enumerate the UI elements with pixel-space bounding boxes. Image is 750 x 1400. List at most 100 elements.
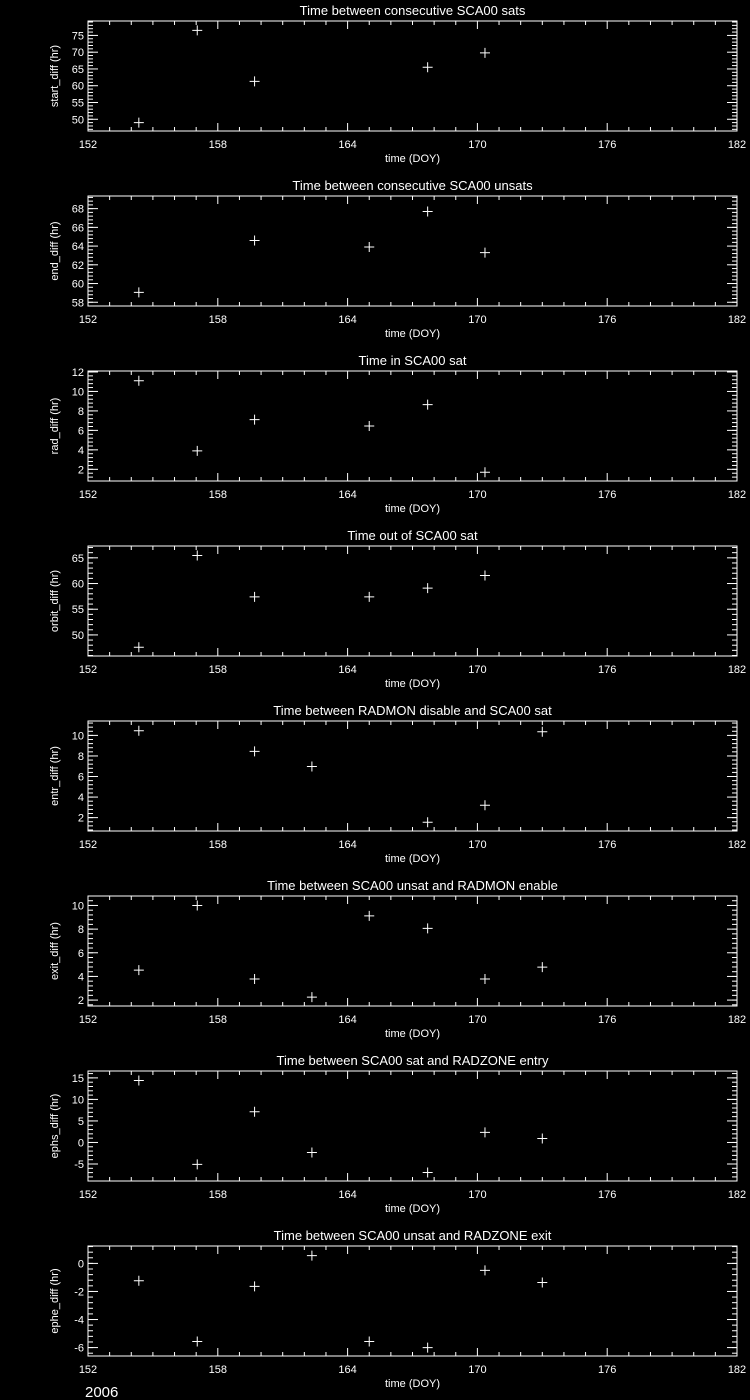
chart-panel: Time between SCA00 sat and RADZONE entry…	[49, 1053, 746, 1215]
x-axis-label: time (DOY)	[385, 503, 440, 515]
data-point	[133, 117, 144, 128]
x-tick-label: 182	[728, 1189, 746, 1201]
data-point	[364, 242, 375, 253]
y-tick-label: 15	[72, 1073, 84, 1085]
data-point	[133, 725, 144, 736]
y-tick-label: 58	[72, 297, 84, 309]
data-point	[133, 287, 144, 298]
chart-panel: Time out of SCA00 sat time (DOY) orbit_dif…	[49, 528, 746, 690]
x-tick-label: 152	[79, 1189, 97, 1201]
data-point	[192, 445, 203, 456]
data-point	[249, 591, 260, 602]
x-tick-label: 158	[209, 839, 227, 851]
y-tick-label: 60	[72, 279, 84, 291]
y-tick-label: 55	[72, 97, 84, 109]
y-tick-label: 6	[78, 772, 84, 784]
x-tick-label: 152	[79, 664, 97, 676]
y-tick-label: 4	[78, 445, 84, 457]
y-tick-label: -2	[74, 1286, 84, 1298]
data-point	[479, 47, 490, 58]
data-point	[133, 1075, 144, 1086]
y-tick-label: 12	[72, 367, 84, 379]
plot-frame	[87, 20, 738, 132]
x-tick-label: 182	[728, 314, 746, 326]
x-tick-label: 176	[598, 139, 616, 151]
data-point	[537, 962, 548, 973]
y-tick-label: 65	[72, 64, 84, 76]
data-point	[306, 992, 317, 1003]
y-tick-label: 6	[78, 425, 84, 437]
x-tick-label: 152	[79, 139, 97, 151]
y-axis-label: entr_diff (hr)	[49, 746, 61, 806]
y-tick-label: 2	[78, 813, 84, 825]
y-tick-label: 10	[72, 386, 84, 398]
x-tick-label: 152	[79, 839, 97, 851]
x-tick-label: 182	[728, 489, 746, 501]
x-axis-label: time (DOY)	[385, 1203, 440, 1215]
y-axis-label: exit_diff (hr)	[49, 922, 61, 980]
y-axis-label: rad_diff (hr)	[49, 398, 61, 455]
y-axis-label: end_diff (hr)	[49, 221, 61, 280]
data-point	[192, 900, 203, 911]
data-point	[249, 974, 260, 985]
y-tick-label: 5	[78, 1116, 84, 1128]
y-axis-label: start_diff (hr)	[49, 45, 61, 107]
y-tick-label: 55	[72, 604, 84, 616]
plot-frame	[87, 545, 738, 657]
x-tick-label: 152	[79, 1014, 97, 1026]
y-axis-label: ephe_diff (hr)	[49, 1268, 61, 1333]
data-point	[479, 1265, 490, 1276]
x-tick-label: 170	[468, 314, 486, 326]
data-point	[479, 800, 490, 811]
data-point	[249, 746, 260, 757]
x-axis-label: time (DOY)	[385, 153, 440, 165]
y-tick-label: 50	[72, 114, 84, 126]
data-point	[422, 923, 433, 934]
y-tick-label: 8	[78, 406, 84, 418]
data-point	[133, 375, 144, 386]
data-point	[192, 25, 203, 36]
y-axis-label: orbit_diff (hr)	[49, 570, 61, 632]
data-point	[479, 467, 490, 478]
y-tick-label: 66	[72, 222, 84, 234]
y-tick-label: 10	[72, 1094, 84, 1106]
x-axis-label: time (DOY)	[385, 853, 440, 865]
plot-frame	[87, 1070, 738, 1182]
x-tick-label: 158	[209, 314, 227, 326]
plot-frame	[87, 895, 738, 1007]
data-point	[479, 1127, 490, 1138]
y-tick-label: -4	[74, 1315, 84, 1327]
chart-title: Time between SCA00 unsat and RADZONE exi…	[274, 1228, 552, 1243]
x-tick-label: 152	[79, 489, 97, 501]
chart-panel: Time between consecutive SCA00 unsats tim…	[49, 178, 746, 340]
chart-title: Time between RADMON disable and SCA00 sa…	[273, 703, 552, 718]
x-tick-label: 182	[728, 1014, 746, 1026]
data-point	[249, 76, 260, 87]
x-tick-label: 164	[338, 139, 356, 151]
y-tick-label: 60	[72, 579, 84, 591]
plot-frame	[87, 370, 738, 482]
x-tick-label: 158	[209, 139, 227, 151]
data-point	[479, 247, 490, 258]
y-tick-label: 0	[78, 1258, 84, 1270]
data-point	[364, 421, 375, 431]
data-point	[249, 1106, 260, 1117]
data-point	[133, 642, 144, 653]
y-tick-label: 0	[78, 1137, 84, 1149]
data-point	[249, 235, 260, 246]
x-tick-label: 182	[728, 839, 746, 851]
chart-title: Time between consecutive SCA00 sats	[300, 3, 526, 18]
data-point	[537, 726, 548, 737]
data-point	[364, 591, 375, 602]
data-point	[192, 1336, 203, 1347]
y-tick-label: 50	[72, 630, 84, 642]
x-tick-label: 176	[598, 1014, 616, 1026]
year-label: 2006	[85, 1384, 118, 1400]
x-tick-label: 158	[209, 1189, 227, 1201]
chart-panel: Time between SCA00 unsat and RADMON enab…	[49, 878, 746, 1040]
y-tick-label: -5	[74, 1159, 84, 1171]
x-tick-label: 182	[728, 139, 746, 151]
chart-panel: Time between RADMON disable and SCA00 sa…	[49, 703, 746, 865]
plot-frame	[87, 1245, 738, 1357]
data-point	[249, 1281, 260, 1292]
